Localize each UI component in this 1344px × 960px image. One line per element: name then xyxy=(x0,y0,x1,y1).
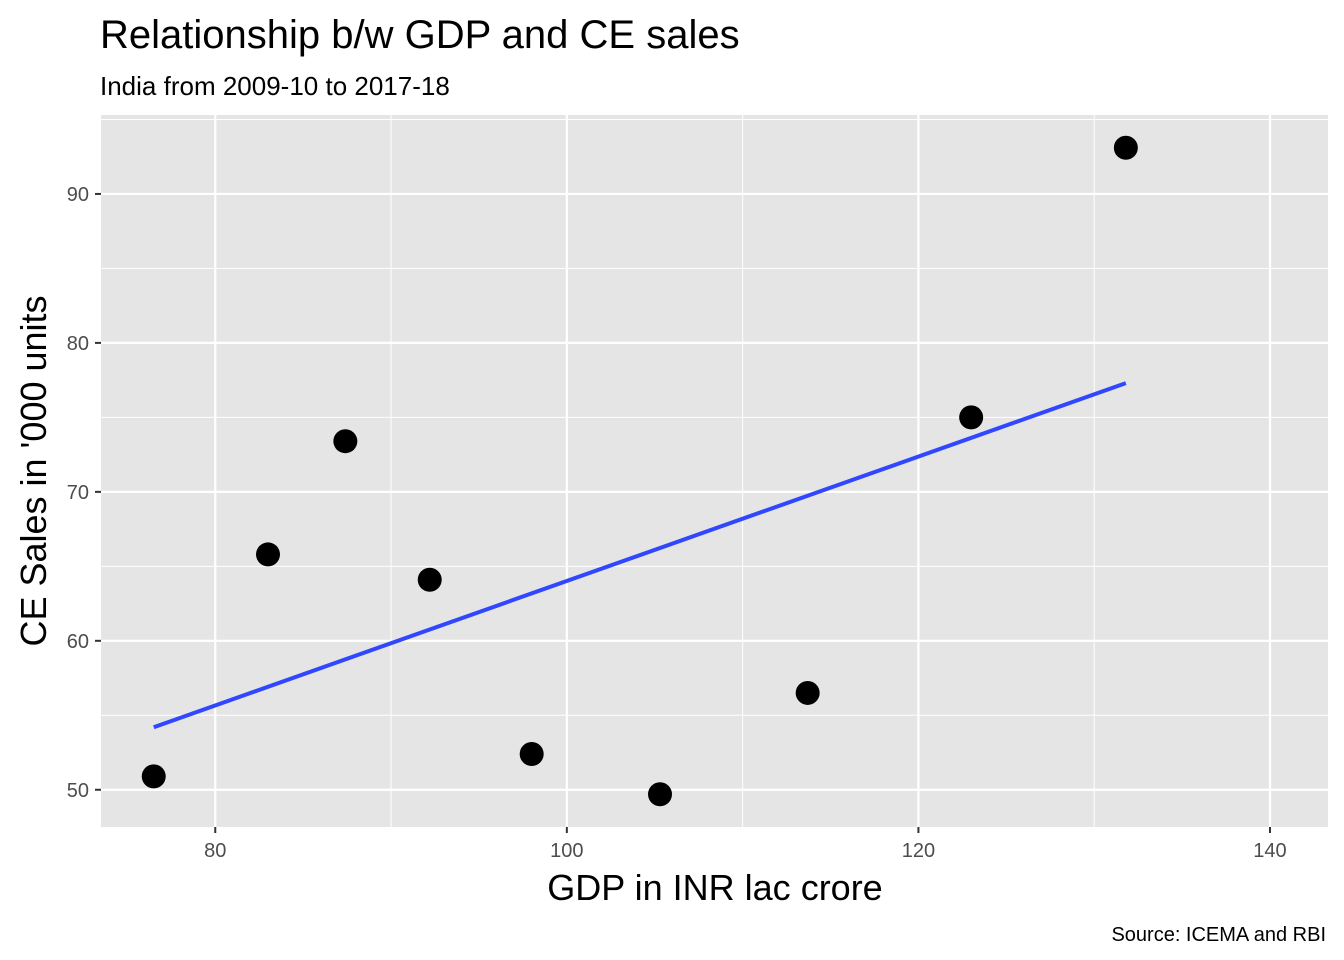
data-point xyxy=(648,782,673,807)
x-tick-label: 100 xyxy=(550,840,583,862)
data-point xyxy=(141,764,166,789)
y-tick-label: 70 xyxy=(67,482,89,504)
minor-gridlines xyxy=(101,115,1328,827)
chart-subtitle: India from 2009-10 to 2017-18 xyxy=(100,71,450,101)
data-point xyxy=(333,429,358,454)
data-point xyxy=(519,742,544,767)
major-gridlines xyxy=(101,115,1328,827)
x-axis-title: GDP in INR lac crore xyxy=(547,867,882,908)
x-tick-label: 140 xyxy=(1253,840,1286,862)
data-point xyxy=(255,542,280,567)
y-tick-label: 50 xyxy=(67,780,89,802)
data-point xyxy=(959,405,984,430)
trend-line xyxy=(153,381,1127,730)
data-point xyxy=(417,567,442,592)
x-axis-ticks: 80 100 120 140 xyxy=(204,827,1287,862)
data-point xyxy=(1113,135,1138,160)
x-tick-label: 80 xyxy=(204,840,226,862)
y-axis-title: CE Sales in '000 units xyxy=(13,295,54,646)
plot-panel xyxy=(101,115,1328,827)
y-tick-label: 80 xyxy=(67,333,89,355)
data-point xyxy=(795,680,820,705)
data-points xyxy=(141,135,1138,807)
x-tick-label: 120 xyxy=(902,840,935,862)
y-axis-ticks: 50 60 70 80 90 xyxy=(67,184,101,802)
y-tick-label: 60 xyxy=(67,631,89,653)
chart-title: Relationship b/w GDP and CE sales xyxy=(100,13,740,57)
chart-caption: Source: ICEMA and RBI xyxy=(1111,924,1326,946)
y-tick-label: 90 xyxy=(67,184,89,206)
